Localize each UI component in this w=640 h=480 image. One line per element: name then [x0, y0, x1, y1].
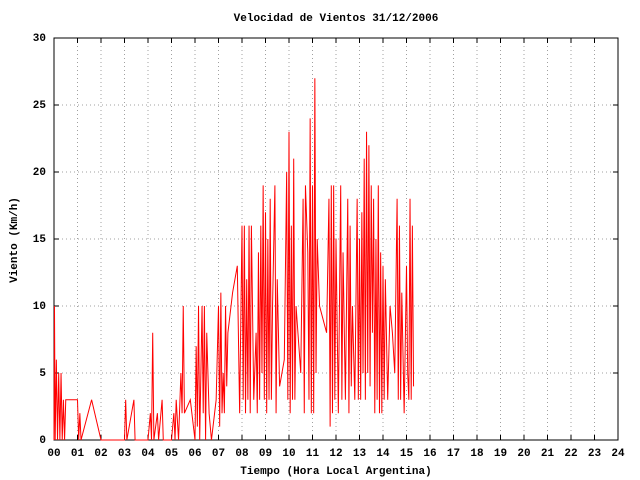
x-tick-label: 13 — [353, 448, 367, 460]
x-tick-label: 07 — [212, 448, 225, 460]
x-tick-label: 19 — [494, 448, 507, 460]
x-tick-label: 17 — [447, 448, 460, 460]
y-tick-label: 10 — [33, 301, 46, 313]
x-tick-label: 20 — [517, 448, 530, 460]
x-tick-label: 10 — [282, 448, 295, 460]
x-tick-label: 00 — [47, 448, 60, 460]
x-tick-label: 11 — [306, 448, 320, 460]
x-tick-label: 16 — [423, 448, 436, 460]
x-tick-label: 21 — [541, 448, 555, 460]
x-tick-label: 06 — [188, 448, 201, 460]
x-tick-label: 04 — [141, 448, 155, 460]
x-tick-label: 02 — [94, 448, 107, 460]
data-line — [53, 78, 415, 441]
y-tick-label: 5 — [39, 368, 46, 380]
chart-title: Velocidad de Vientos 31/12/2006 — [234, 13, 439, 25]
x-tick-label: 09 — [259, 448, 272, 460]
x-tick-label: 18 — [470, 448, 484, 460]
plot-frame — [53, 37, 619, 441]
y-tick-label: 25 — [33, 100, 47, 112]
x-tick-label: 08 — [235, 448, 249, 460]
x-tick-label: 24 — [611, 448, 625, 460]
x-tick-label: 22 — [564, 448, 577, 460]
y-tick-label: 15 — [33, 234, 47, 246]
y-tick-label: 30 — [33, 33, 46, 45]
x-axis-label: Tiempo (Hora Local Argentina) — [240, 466, 431, 478]
y-axis-label: Viento (Km/h) — [9, 197, 21, 283]
x-tick-label: 14 — [376, 448, 390, 460]
x-tick-label: 12 — [329, 448, 342, 460]
y-tick-label: 20 — [33, 167, 46, 179]
x-tick-label: 23 — [588, 448, 602, 460]
x-tick-label: 05 — [165, 448, 179, 460]
x-tick-label: 01 — [71, 448, 85, 460]
x-tick-label: 03 — [118, 448, 132, 460]
y-tick-label: 0 — [39, 435, 46, 447]
x-tick-label: 15 — [400, 448, 414, 460]
